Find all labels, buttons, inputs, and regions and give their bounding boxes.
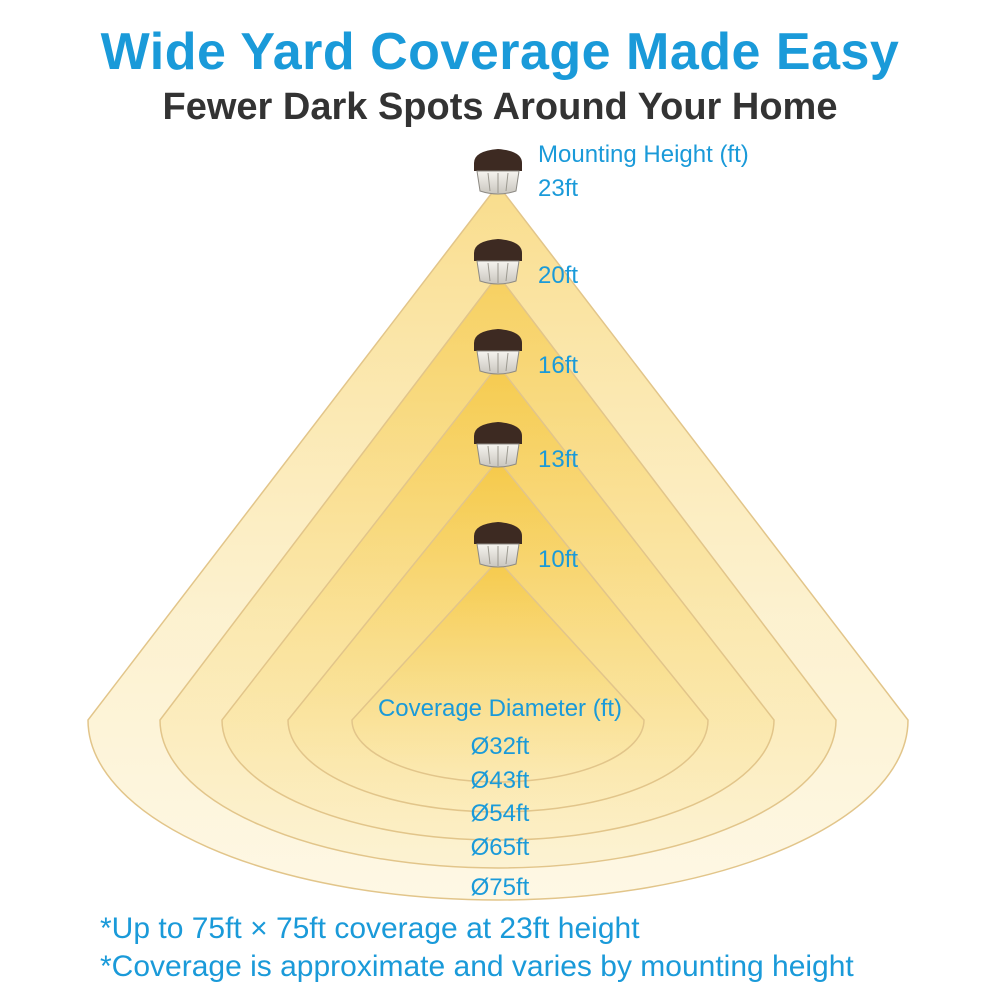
mounting-height-label: Mounting Height (ft) bbox=[538, 141, 749, 168]
diameter-value: Ø43ft bbox=[471, 767, 530, 794]
diameter-value: Ø32ft bbox=[471, 733, 530, 760]
diameter-value: Ø75ft bbox=[471, 874, 530, 901]
page-title: Wide Yard Coverage Made Easy bbox=[100, 23, 900, 81]
height-value: 10ft bbox=[538, 546, 578, 573]
footnote-coverage: *Up to 75ft × 75ft coverage at 23ft heig… bbox=[100, 912, 640, 945]
height-value: 16ft bbox=[538, 352, 578, 379]
light-fixture-icon bbox=[474, 239, 522, 285]
coverage-diameter-label: Coverage Diameter (ft) bbox=[378, 695, 622, 722]
diameter-value: Ø54ft bbox=[471, 800, 530, 827]
height-value: 13ft bbox=[538, 446, 578, 473]
height-value: 23ft bbox=[538, 175, 578, 202]
footnote-approximate: *Coverage is approximate and varies by m… bbox=[100, 950, 854, 983]
height-value: 20ft bbox=[538, 262, 578, 289]
diameter-value: Ø65ft bbox=[471, 834, 530, 861]
page-subtitle: Fewer Dark Spots Around Your Home bbox=[162, 86, 838, 128]
light-fixture-icon bbox=[474, 329, 522, 375]
light-fixture-icon bbox=[474, 522, 522, 568]
light-cone-10ft bbox=[351, 558, 645, 783]
light-fixture-icon bbox=[474, 149, 522, 195]
light-fixture-icon bbox=[474, 422, 522, 468]
